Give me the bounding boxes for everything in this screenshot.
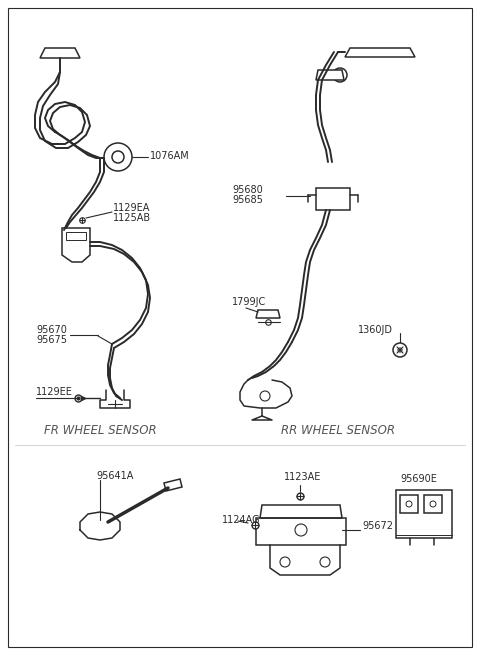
Text: 1129EA: 1129EA <box>113 203 150 213</box>
Text: 1129EE: 1129EE <box>36 387 73 397</box>
Text: 95641A: 95641A <box>96 471 133 481</box>
Text: RR WHEEL SENSOR: RR WHEEL SENSOR <box>281 424 395 436</box>
Text: 1125AB: 1125AB <box>113 213 151 223</box>
Text: 95685: 95685 <box>232 195 263 205</box>
Text: 95680: 95680 <box>232 185 263 195</box>
Text: 1076AM: 1076AM <box>150 151 190 161</box>
Text: 1124AG: 1124AG <box>222 515 261 525</box>
Text: 1799JC: 1799JC <box>232 297 266 307</box>
Text: 1123AE: 1123AE <box>284 472 322 482</box>
Bar <box>316 188 350 210</box>
Bar <box>396 490 452 538</box>
Text: FR WHEEL SENSOR: FR WHEEL SENSOR <box>44 424 156 436</box>
Text: 95672: 95672 <box>362 521 393 531</box>
Text: 95670: 95670 <box>36 325 67 335</box>
Text: 95675: 95675 <box>36 335 67 345</box>
Text: 95690E: 95690E <box>400 474 437 484</box>
Bar <box>400 495 418 513</box>
Text: 1360JD: 1360JD <box>358 325 393 335</box>
Bar <box>424 495 442 513</box>
Polygon shape <box>316 70 344 80</box>
